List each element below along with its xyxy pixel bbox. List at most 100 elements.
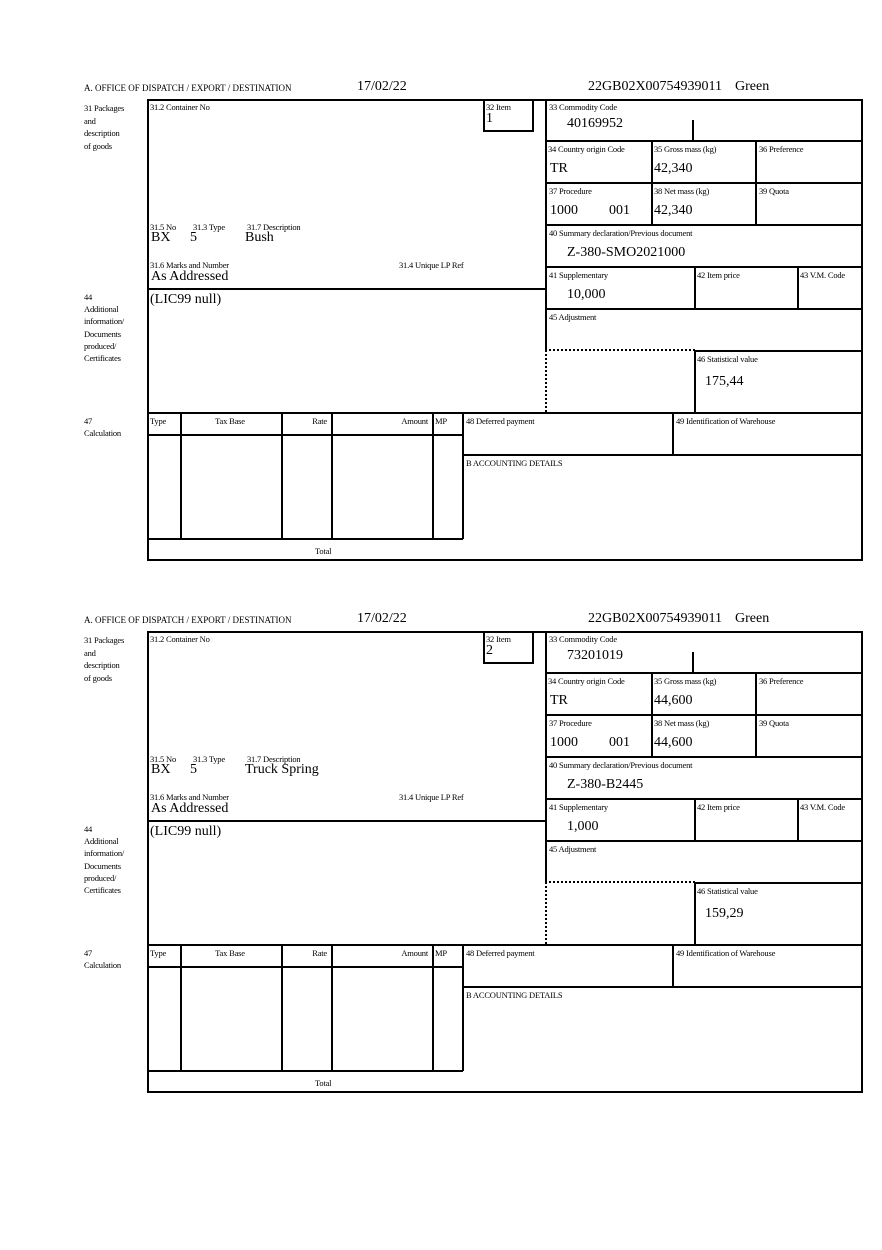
rule — [532, 99, 534, 131]
preference-label: 36 Preference — [759, 144, 804, 154]
container-no-label: 31.2 Container No — [150, 102, 210, 112]
rule — [462, 986, 862, 988]
rule — [147, 538, 463, 540]
summary-declaration-label: 40 Summary declaration/Previous document — [549, 760, 693, 770]
commodity-code-label: 33 Commodity Code — [549, 102, 617, 112]
summary-declaration-label: 40 Summary declaration/Previous document — [549, 228, 693, 238]
rule — [694, 798, 696, 840]
statistical-value-label: 46 Statistical value — [697, 886, 758, 896]
statistical-value-label: 46 Statistical value — [697, 354, 758, 364]
item-block: A. OFFICE OF DISPATCH / EXPORT / DESTINA… — [0, 611, 882, 1111]
additional-info-label: Certificates — [84, 885, 121, 895]
country-origin-label: 34 Country origin Code — [548, 676, 625, 686]
gross-mass-label: 35 Gross mass (kg) — [654, 676, 717, 686]
rule — [147, 559, 863, 561]
procedure-code: 1000 — [550, 203, 578, 218]
rule — [147, 820, 545, 822]
reference-number: 22GB02X00754939011 — [588, 611, 723, 626]
rule — [861, 631, 863, 946]
rule — [861, 412, 863, 560]
rule — [545, 840, 697, 842]
rule — [281, 944, 283, 1071]
container-no-label: 31.2 Container No — [150, 634, 210, 644]
dotted-rule — [545, 350, 547, 412]
additional-info-value: (LIC99 null) — [150, 824, 222, 839]
deferred-payment-label: 48 Deferred payment — [466, 416, 535, 426]
rule — [462, 944, 464, 1071]
rule — [483, 631, 485, 663]
package-kind: BX — [151, 762, 171, 777]
rule — [545, 308, 697, 310]
calc-header: MP — [435, 948, 447, 958]
item-number: 2 — [486, 643, 493, 658]
dotted-rule — [545, 881, 695, 883]
rule — [147, 434, 463, 436]
package-kind: BX — [151, 230, 171, 245]
calc-header: Rate — [312, 948, 327, 958]
rule — [694, 350, 862, 352]
rule — [861, 882, 863, 944]
packages-label: 31 Packages — [84, 103, 125, 113]
net-mass: 44,600 — [654, 735, 693, 750]
additional-info-label: produced/ — [84, 340, 117, 351]
rule — [147, 631, 149, 1093]
adjustment-label: 45 Adjustment — [549, 312, 597, 322]
marks-value: As Addressed — [151, 801, 229, 816]
supplementary-label: 41 Supplementary — [549, 802, 608, 812]
rule — [861, 99, 863, 414]
dotted-rule — [545, 882, 547, 944]
packages-label: of goods — [84, 140, 112, 151]
procedure-label: 37 Procedure — [549, 718, 592, 728]
rule — [147, 412, 863, 414]
goods-description: Bush — [245, 230, 274, 245]
calc-header: Type — [150, 416, 167, 426]
net-mass: 42,340 — [654, 203, 693, 218]
rule — [147, 1091, 863, 1093]
rule — [545, 714, 862, 716]
reference-number: 22GB02X00754939011 — [588, 79, 723, 94]
no-label: 31.5 No — [150, 754, 176, 764]
statistical-value: 175,44 — [705, 374, 744, 389]
rule — [532, 631, 534, 663]
item-price-label: 42 Item price — [697, 802, 740, 812]
rule — [432, 412, 434, 539]
calc-header: Rate — [312, 416, 327, 426]
no-label: 31.5 No — [150, 222, 176, 232]
calculation-label: Calculation — [84, 960, 121, 970]
rule — [694, 308, 862, 310]
rule — [545, 140, 862, 142]
calculation-label: 47 — [84, 948, 93, 958]
type-label: 31.3 Type — [193, 754, 225, 764]
rule — [432, 944, 434, 1071]
additional-info-label: Documents — [84, 860, 121, 871]
rule — [545, 224, 862, 226]
warehouse-label: 49 Identification of Warehouse — [676, 416, 776, 426]
rule — [331, 944, 333, 1071]
additional-info-label: information/ — [84, 848, 125, 859]
description-label: 31.7 Description — [247, 222, 301, 232]
rule — [672, 412, 674, 455]
rule — [180, 944, 182, 1071]
rule — [694, 882, 862, 884]
quota-label: 39 Quota — [759, 718, 789, 728]
net-mass-label: 38 Net mass (kg) — [654, 718, 710, 728]
rule — [797, 266, 799, 308]
adjustment-label: 45 Adjustment — [549, 844, 597, 854]
calc-header: Amount — [401, 948, 428, 958]
rule — [147, 631, 863, 633]
net-mass-label: 38 Net mass (kg) — [654, 186, 710, 196]
dotted-rule — [545, 349, 695, 351]
rule — [147, 944, 863, 946]
marks-label: 31.6 Marks and Number — [150, 260, 229, 270]
commodity-code-label: 33 Commodity Code — [549, 634, 617, 644]
item-block: A. OFFICE OF DISPATCH / EXPORT / DESTINA… — [0, 79, 882, 579]
rule — [797, 798, 799, 840]
additional-info-label: Documents — [84, 328, 121, 339]
additional-info-label: produced/ — [84, 872, 117, 883]
rule — [147, 99, 149, 561]
summary-declaration: Z-380-SMO2021000 — [567, 245, 686, 260]
total-label: Total — [315, 546, 332, 556]
item-label: 32 Item — [486, 634, 511, 644]
commodity-code: 40169952 — [567, 116, 623, 131]
route-status: Green — [735, 611, 770, 626]
